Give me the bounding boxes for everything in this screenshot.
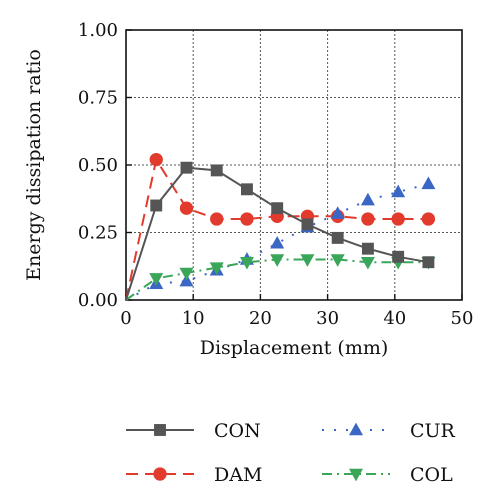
- data-point-con: [301, 218, 314, 231]
- legend-item-cur: CUR: [322, 420, 456, 442]
- x-tick-label: 50: [451, 308, 474, 329]
- legend-item-col: COL: [322, 464, 453, 486]
- data-point-con: [392, 250, 405, 263]
- legend-label-col: COL: [410, 464, 453, 486]
- data-point-col: [149, 273, 164, 286]
- y-tick-label: 0.50: [78, 155, 118, 176]
- data-point-col: [330, 254, 345, 267]
- data-point-con: [422, 256, 435, 269]
- data-point-con: [361, 242, 374, 255]
- series-con: [125, 161, 435, 301]
- y-tick-label: 0.00: [78, 290, 118, 311]
- legend-label-dam: DAM: [214, 464, 262, 486]
- legend-label-con: CON: [214, 420, 261, 442]
- series-layer: [125, 152, 436, 301]
- data-point-con: [271, 202, 284, 215]
- data-point-cur: [360, 192, 375, 206]
- series-col: [125, 254, 436, 301]
- legend-marker-cur: [349, 422, 363, 436]
- data-point-dam: [391, 212, 405, 226]
- legend-marker-col: [349, 468, 363, 482]
- legend-marker-con: [154, 424, 166, 436]
- data-point-col: [179, 267, 194, 281]
- y-tick-label: 0.25: [78, 223, 118, 244]
- data-point-col: [360, 256, 375, 270]
- data-point-dam: [421, 212, 436, 226]
- legend-item-con: CON: [126, 420, 261, 442]
- data-point-con: [150, 199, 163, 212]
- data-point-con: [331, 231, 344, 244]
- x-tick-label: 0: [120, 308, 131, 329]
- data-point-dam: [210, 212, 224, 226]
- x-axis-title: Displacement (mm): [200, 337, 389, 359]
- legend-marker-dam: [153, 467, 167, 481]
- data-point-col: [270, 254, 285, 267]
- data-point-con: [210, 164, 223, 177]
- x-tick-label: 40: [383, 308, 406, 329]
- data-point-col: [300, 254, 315, 267]
- series-cur: [125, 176, 436, 301]
- data-point-dam: [179, 201, 194, 215]
- data-point-con: [180, 161, 193, 174]
- data-point-cur: [421, 176, 436, 190]
- data-point-dam: [361, 212, 375, 226]
- y-tick-label: 1.00: [78, 20, 118, 41]
- x-tick-label: 10: [182, 308, 205, 329]
- series-dam-line: [125, 156, 429, 301]
- axis-ticks: 0 10 20 30 40 50 0.00 0.25 0.50 0.75 1.00: [78, 20, 474, 329]
- data-point-col: [209, 262, 224, 275]
- x-tick-label: 20: [249, 308, 272, 329]
- y-axis-title: Energy dissipation ratio: [23, 49, 45, 281]
- data-point-cur: [270, 235, 285, 249]
- legend-item-dam: DAM: [126, 464, 262, 486]
- x-tick-label: 30: [316, 308, 339, 329]
- data-point-dam: [149, 152, 163, 167]
- legend-label-cur: CUR: [410, 420, 456, 442]
- data-point-col: [239, 256, 254, 270]
- y-tick-label: 0.75: [78, 88, 118, 109]
- legend: CON CUR DAM COL: [126, 420, 456, 486]
- data-point-dam: [240, 212, 254, 226]
- data-point-cur: [391, 184, 406, 198]
- series-con-line: [125, 166, 429, 301]
- data-point-con: [241, 183, 253, 196]
- data-point-cur: [330, 206, 345, 219]
- series-dam: [125, 152, 436, 301]
